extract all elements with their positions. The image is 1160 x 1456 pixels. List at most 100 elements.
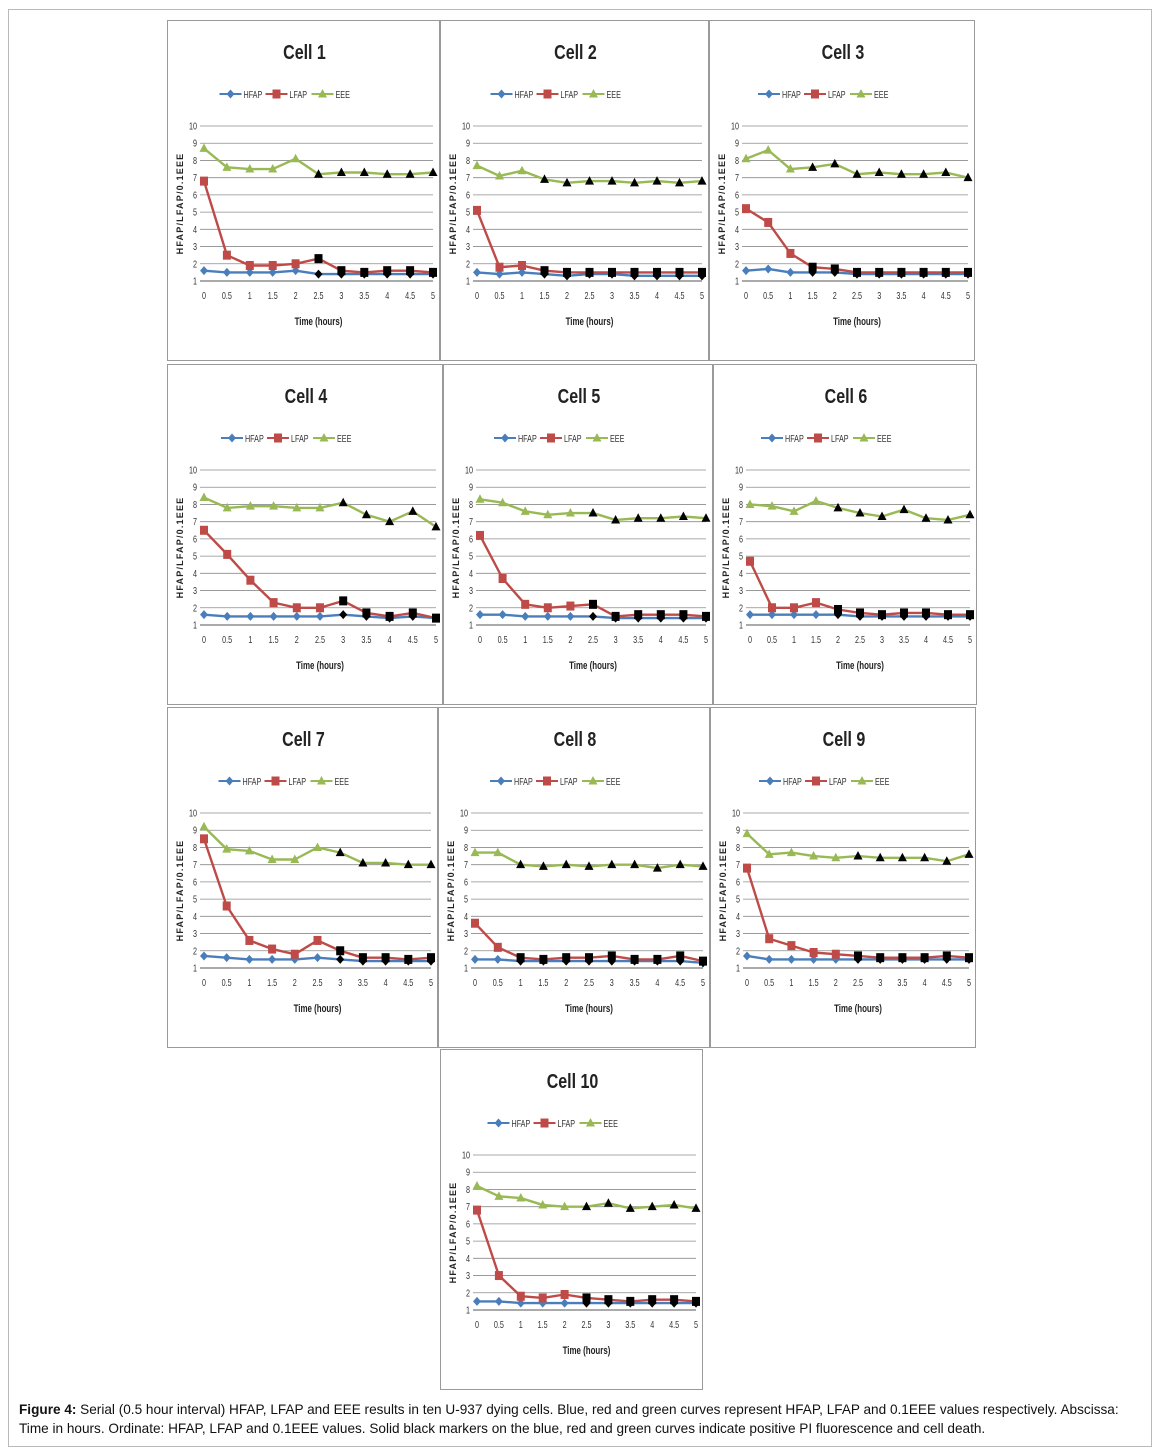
data-point-hfap (742, 266, 750, 276)
chart-panel-6: Cell 6 HFAP LFAP EEE 1 2 3 4 5 6 7 8 9 10 0 0.5 1 1.5 2 2.5… (713, 364, 977, 705)
legend-marker-eee (592, 433, 602, 442)
y-tick-label: 8 (739, 499, 743, 510)
data-point-lfap (742, 204, 750, 214)
y-tick-label: 6 (464, 876, 468, 887)
x-tick-label: 0.5 (764, 977, 774, 988)
y-tick-label: 4 (193, 224, 197, 235)
legend-marker-hfap (497, 89, 506, 99)
legend-marker-hfap (768, 433, 776, 443)
data-point-hfap (786, 267, 795, 277)
data-point-eee (538, 1199, 548, 1209)
data-point-eee (943, 514, 953, 524)
data-point-eee (588, 508, 598, 517)
data-point-eee (403, 859, 413, 869)
data-point-hfap (676, 956, 685, 966)
data-point-eee (426, 859, 436, 869)
legend: HFAP LFAP EEE (218, 776, 349, 787)
data-point-lfap (853, 267, 861, 277)
series-lfap (200, 525, 440, 623)
x-tick-label: 5 (701, 977, 705, 988)
data-point-lfap (679, 610, 688, 620)
x-tick-label: 5 (704, 634, 708, 645)
data-point-eee (472, 160, 482, 170)
y-tick-label: 5 (193, 893, 197, 904)
legend-label-lfap: LFAP (560, 776, 578, 787)
y-tick-label: 1 (739, 619, 743, 630)
y-tick-label: 8 (464, 842, 468, 853)
x-tick-label: 5 (434, 634, 438, 645)
y-axis-label: HFAP/LFAP/0.1EEE (448, 153, 458, 255)
legend-marker-lfap (540, 1118, 549, 1128)
series-line-lfap (745, 207, 968, 274)
x-axis-label: Time (hours) (836, 660, 884, 673)
gridlines (473, 1154, 696, 1311)
data-point-hfap (764, 264, 773, 274)
y-tick-label: 2 (739, 602, 743, 613)
x-tick-label: 3.5 (625, 1319, 635, 1330)
data-point-eee (855, 508, 865, 517)
x-tick-label: 5 (967, 977, 971, 988)
data-point-eee (897, 852, 907, 862)
data-point-eee (222, 162, 232, 171)
data-point-eee (675, 177, 684, 187)
y-tick-label: 10 (460, 807, 468, 818)
data-point-eee (697, 176, 707, 185)
data-point-eee (786, 847, 796, 857)
y-tick-label: 6 (469, 533, 473, 544)
data-point-hfap (222, 953, 231, 963)
x-tick-label: 2.5 (581, 1319, 591, 1330)
y-tick-label: 4 (464, 911, 468, 922)
data-point-eee (942, 856, 952, 865)
data-point-eee (269, 501, 279, 510)
data-point-eee (538, 861, 548, 870)
data-point-eee (691, 1203, 701, 1212)
data-point-hfap (589, 611, 597, 621)
legend-label-lfap: LFAP (558, 1118, 576, 1129)
x-tick-label: 0 (744, 290, 748, 301)
data-point-lfap (473, 205, 481, 215)
data-point-eee (560, 1201, 570, 1211)
data-point-eee (245, 164, 255, 173)
data-point-hfap (246, 611, 255, 621)
y-tick-label: 9 (193, 138, 197, 149)
legend-marker-lfap (543, 776, 551, 786)
data-point-hfap (268, 954, 277, 964)
data-point-eee (808, 162, 818, 171)
y-tick-label: 1 (464, 962, 468, 973)
x-tick-label: 0.5 (494, 1319, 504, 1330)
chart-title: Cell 2 (554, 41, 597, 63)
data-point-lfap (473, 1205, 481, 1215)
x-tick-label: 5 (431, 290, 435, 301)
chart-panel-3: Cell 3 HFAP LFAP EEE 1 2 3 4 5 6 7 8 9 10 0 0.5 1 1.5 2 2.5… (709, 20, 975, 361)
y-tick-label: 6 (193, 533, 197, 544)
data-point-eee (475, 494, 485, 503)
legend-marker-eee (318, 89, 327, 98)
x-tick-label: 3.5 (896, 290, 906, 301)
chart-svg-5: Cell 5 HFAP LFAP EEE 1 2 3 4 5 6 7 8 9 10 0 0.5 1 1.5 2 2.5… (451, 385, 711, 673)
y-tick-label: 6 (193, 189, 197, 200)
data-point-lfap (898, 953, 907, 963)
chart-panel-8: Cell 8 HFAP LFAP EEE 1 2 3 4 5 6 7 8 9 10 0 0.5 1 1.5 2 2.5… (438, 707, 710, 1048)
y-tick-label: 1 (193, 962, 197, 973)
data-point-eee (941, 167, 951, 176)
y-tick-label: 5 (736, 893, 740, 904)
data-point-hfap (291, 266, 300, 276)
chart-svg-2: Cell 2 HFAP LFAP EEE 1 2 3 4 5 6 7 8 9 10 0 0.5 1 1.5 2 2.5… (448, 41, 707, 328)
y-tick-label: 6 (466, 1218, 470, 1229)
x-tick-label: 1 (520, 290, 524, 301)
data-point-lfap (786, 248, 795, 258)
chart-title: Cell 5 (558, 385, 601, 407)
x-tick-label: 1 (789, 977, 793, 988)
data-point-lfap (245, 261, 254, 270)
data-point-lfap (429, 267, 437, 277)
x-axis-label: Time (hours) (563, 1345, 611, 1358)
y-tick-label: 3 (193, 928, 197, 939)
y-axis-label: HFAP/LFAP/0.1EEE (175, 840, 185, 942)
y-tick-label: 2 (193, 258, 197, 269)
x-tick-label: 4 (384, 977, 388, 988)
data-point-eee (543, 509, 553, 519)
data-point-lfap (493, 942, 502, 952)
chart-title: Cell 4 (285, 385, 328, 407)
x-axis-label: Time (hours) (569, 660, 617, 673)
y-tick-label: 5 (466, 1235, 470, 1246)
